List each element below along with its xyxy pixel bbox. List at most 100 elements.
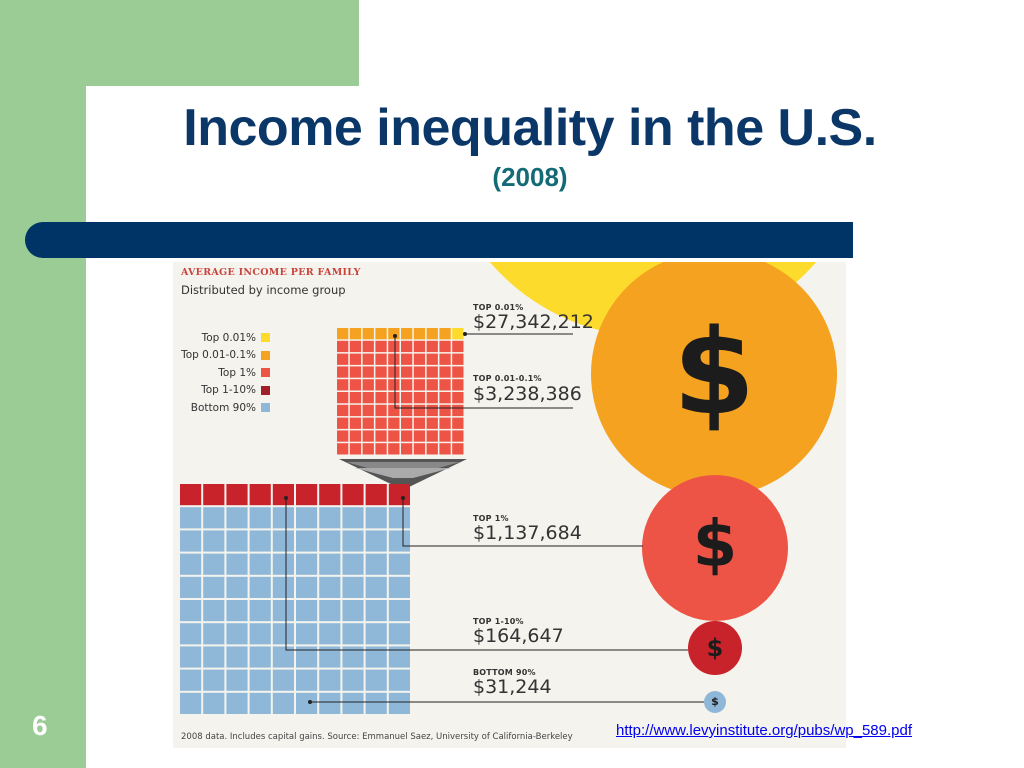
grid-square <box>388 530 410 552</box>
grid-square <box>388 507 410 529</box>
grid-square <box>439 443 451 455</box>
bottom-90-circle <box>704 691 726 713</box>
grid-square <box>413 443 426 455</box>
grid-square <box>180 646 202 668</box>
grid-square <box>180 553 202 575</box>
grid-square <box>365 692 387 714</box>
grid-square <box>203 646 225 668</box>
grid-square <box>362 379 374 391</box>
grid-square <box>349 328 362 340</box>
grid-square <box>272 576 294 598</box>
legend-item: Bottom 90% <box>178 399 270 417</box>
grid-square <box>439 430 451 442</box>
value-amount-top-0-01: $27,342,212 <box>473 311 594 333</box>
grid-square <box>203 576 225 598</box>
grid-square <box>362 340 374 353</box>
title-divider-bar <box>25 222 853 258</box>
grid-square <box>452 366 464 378</box>
grid-square <box>388 646 410 668</box>
grid-square <box>375 328 387 340</box>
grid-square <box>362 392 374 404</box>
grid-square <box>413 328 426 340</box>
grid-square <box>203 530 225 552</box>
grid-square <box>272 646 294 668</box>
grid-square <box>342 553 364 575</box>
value-amount-top-0-01-0-1: $3,238,386 <box>473 383 582 405</box>
grid-square <box>319 669 341 691</box>
grid-square <box>413 404 426 417</box>
grid-square <box>349 430 362 442</box>
value-label-top-0-01-0-1: TOP 0.01-0.1% <box>473 374 542 383</box>
grid-square <box>226 507 248 529</box>
green-top-block <box>0 0 359 86</box>
grid-square <box>342 530 364 552</box>
grid-square <box>349 417 362 429</box>
grid-square <box>375 379 387 391</box>
grid-square <box>319 530 341 552</box>
grid-square <box>180 484 202 506</box>
grid-square <box>337 353 349 365</box>
grid-square <box>365 530 387 552</box>
value-amount-top-1: $1,137,684 <box>473 522 582 544</box>
grid-square <box>272 484 294 506</box>
legend-swatch <box>261 333 270 343</box>
grid-square <box>388 692 410 714</box>
grid-square <box>342 600 364 622</box>
dollar-icon: $ <box>692 508 738 582</box>
grid-square <box>319 576 341 598</box>
grid-square <box>349 392 362 404</box>
slide-number: 6 <box>32 710 48 741</box>
grid-square <box>272 553 294 575</box>
dollar-icon: $ <box>711 695 719 708</box>
grid-square <box>342 646 364 668</box>
grid-square <box>349 340 362 353</box>
grid-square <box>388 443 400 455</box>
grid-square <box>413 417 426 429</box>
grid-square <box>365 623 387 645</box>
grid-square <box>296 669 318 691</box>
grid-square <box>365 600 387 622</box>
grid-square <box>203 600 225 622</box>
grid-square <box>319 484 341 506</box>
grid-square <box>365 576 387 598</box>
grid-square <box>342 484 364 506</box>
grid-square <box>388 379 400 391</box>
source-link[interactable]: http://www.levyinstitute.org/pubs/wp_589… <box>616 722 913 739</box>
grid-square <box>439 392 451 404</box>
grid-square <box>319 600 341 622</box>
grid-square <box>296 600 318 622</box>
grid-square <box>272 669 294 691</box>
grid-square <box>388 484 410 506</box>
grid-square <box>226 669 248 691</box>
grid-square <box>401 430 413 442</box>
grid-square <box>249 623 271 645</box>
grid-square <box>272 507 294 529</box>
grid-square <box>342 669 364 691</box>
grid-square <box>249 530 271 552</box>
grid-square <box>337 340 349 353</box>
grid-square <box>413 340 426 353</box>
grid-square <box>296 576 318 598</box>
grid-square <box>426 340 438 353</box>
upper-square-grid <box>337 328 464 455</box>
slide-subtitle: (2008) <box>492 162 568 192</box>
grid-square <box>388 417 400 429</box>
grid-square <box>401 340 413 353</box>
grid-square <box>342 507 364 529</box>
infographic-graphics <box>180 262 837 714</box>
legend-swatch <box>261 368 270 378</box>
dollar-icon: $ <box>672 303 756 441</box>
legend: Top 0.01% Top 0.01-0.1% Top 1% Top 1-10%… <box>178 329 270 417</box>
grid-square <box>401 366 413 378</box>
grid-square <box>180 507 202 529</box>
grid-square <box>452 404 464 417</box>
grid-square <box>426 404 438 417</box>
grid-square <box>426 366 438 378</box>
grid-square <box>401 353 413 365</box>
grid-square <box>362 328 374 340</box>
grid-square <box>272 692 294 714</box>
grid-square <box>365 507 387 529</box>
grid-square <box>249 576 271 598</box>
grid-square <box>452 379 464 391</box>
grid-square <box>203 692 225 714</box>
